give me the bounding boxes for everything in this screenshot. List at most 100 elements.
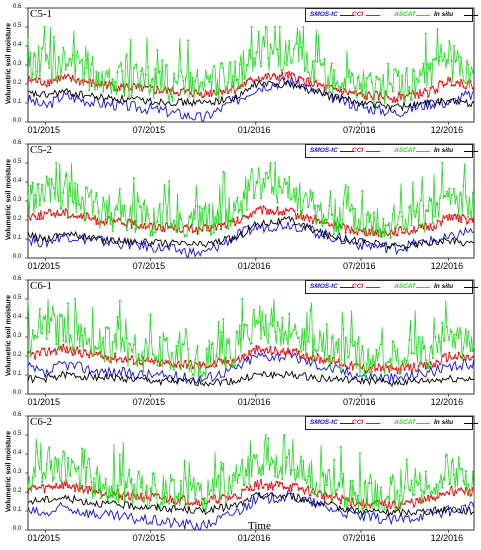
point-cci xyxy=(118,496,121,499)
point-cci xyxy=(396,372,399,375)
point-cci xyxy=(377,98,380,101)
point-ascat xyxy=(311,491,314,494)
point-cci xyxy=(271,73,274,76)
point-ascat xyxy=(194,217,197,220)
point-ascat xyxy=(71,54,74,57)
y-tick-label: 0.0 xyxy=(13,390,22,396)
point-cci xyxy=(88,356,91,359)
point-ascat xyxy=(81,334,84,337)
point-ascat xyxy=(351,207,354,210)
point-ascat xyxy=(182,79,185,82)
point-cci xyxy=(227,92,230,95)
point-ascat xyxy=(417,336,420,339)
point-ascat xyxy=(354,491,357,494)
legend-swatch xyxy=(464,287,478,288)
point-ascat xyxy=(175,81,178,84)
point-ascat xyxy=(208,203,211,206)
point-ascat xyxy=(252,57,255,60)
point-cci xyxy=(95,351,98,354)
point-cci xyxy=(132,223,135,225)
point-ascat xyxy=(220,62,222,65)
point-cci xyxy=(351,368,354,371)
point-ascat xyxy=(191,373,194,376)
point-ascat xyxy=(116,315,119,318)
point-ascat xyxy=(222,67,225,70)
point-ascat xyxy=(283,332,286,335)
point-ascat xyxy=(165,219,168,222)
point-ascat xyxy=(396,74,399,77)
point-ascat xyxy=(391,474,394,477)
point-cci xyxy=(88,217,91,220)
point-ascat xyxy=(210,232,213,235)
point-cci xyxy=(276,206,279,209)
point-cci xyxy=(52,78,55,81)
point-ascat xyxy=(450,60,453,63)
point-cci xyxy=(161,229,164,232)
point-cci xyxy=(321,84,324,87)
point-cci xyxy=(340,502,342,505)
point-ascat xyxy=(64,174,67,177)
point-ascat xyxy=(149,313,152,316)
point-ascat xyxy=(74,467,77,470)
legend-label: SMOS-IC xyxy=(310,11,338,18)
point-ascat xyxy=(455,334,458,336)
point-cci xyxy=(427,225,430,228)
point-ascat xyxy=(212,64,215,67)
point-ascat xyxy=(401,503,404,505)
point-cci xyxy=(43,80,46,83)
point-cci xyxy=(238,497,241,500)
point-ascat xyxy=(149,89,152,92)
point-cci xyxy=(309,494,312,497)
point-cci xyxy=(81,217,84,219)
point-ascat xyxy=(31,476,34,479)
point-ascat xyxy=(464,195,467,198)
point-ascat xyxy=(144,73,147,76)
point-ascat xyxy=(97,346,100,349)
point-ascat xyxy=(325,484,328,487)
point-ascat xyxy=(38,468,41,471)
point-ascat xyxy=(276,321,279,323)
legend-swatch xyxy=(416,15,430,16)
point-ascat xyxy=(116,484,119,487)
point-ascat xyxy=(95,472,98,475)
point-cci xyxy=(158,223,161,226)
point-cci xyxy=(234,92,237,94)
point-ascat xyxy=(102,196,105,199)
point-ascat xyxy=(410,98,413,101)
point-ascat xyxy=(389,476,392,479)
point-cci xyxy=(398,507,401,510)
point-ascat xyxy=(52,477,55,479)
point-cci xyxy=(290,72,293,75)
point-cci xyxy=(351,91,354,94)
point-cci xyxy=(50,82,53,85)
point-ascat xyxy=(62,191,65,194)
point-ascat xyxy=(255,319,258,322)
point-ascat xyxy=(380,486,382,489)
point-ascat xyxy=(140,359,142,362)
point-ascat xyxy=(147,360,149,363)
point-cci xyxy=(74,215,77,218)
point-ascat xyxy=(111,78,114,81)
point-ascat xyxy=(405,67,408,70)
point-ascat xyxy=(281,69,284,72)
point-cci xyxy=(118,218,121,221)
point-cci xyxy=(43,347,46,350)
point-ascat xyxy=(396,489,399,492)
point-ascat xyxy=(104,326,107,329)
point-ascat xyxy=(387,224,390,227)
point-ascat xyxy=(158,203,161,206)
point-ascat xyxy=(45,463,48,465)
point-cci xyxy=(220,228,222,231)
point-cci xyxy=(429,86,432,89)
point-ascat xyxy=(90,63,93,66)
point-cci xyxy=(118,88,121,91)
point-ascat xyxy=(203,497,206,500)
point-cci xyxy=(368,504,371,507)
point-cci xyxy=(52,212,55,215)
point-cci xyxy=(177,360,180,363)
point-ascat xyxy=(104,72,107,75)
point-cci xyxy=(74,490,77,493)
point-cci xyxy=(410,370,413,373)
point-cci xyxy=(304,359,307,362)
point-ascat xyxy=(90,351,93,354)
